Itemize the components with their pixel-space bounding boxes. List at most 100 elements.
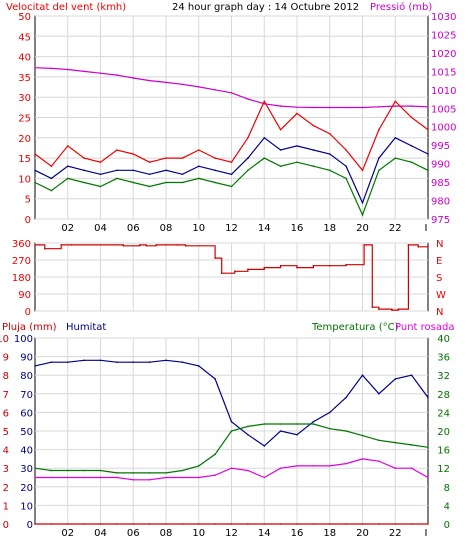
data-point [214, 157, 216, 159]
humidity-tick-label: 70 [20, 390, 33, 401]
data-point [345, 430, 347, 432]
data-point [181, 476, 184, 479]
data-point [279, 430, 282, 432]
data-point [198, 165, 200, 167]
temperature-tick-label: 36 [437, 353, 450, 364]
data-point [263, 523, 266, 525]
data-point [148, 185, 151, 188]
data-point [312, 423, 315, 425]
data-point [312, 264, 315, 267]
data-point [329, 523, 331, 525]
data-point [378, 393, 380, 395]
data-point [116, 149, 118, 151]
data-point [345, 396, 347, 399]
data-point [50, 476, 53, 479]
data-point [99, 161, 102, 163]
data-point [361, 374, 364, 377]
data-point [230, 92, 233, 94]
temperature-tick-label: 20 [437, 427, 450, 438]
data-point [122, 245, 125, 247]
x-tick-label: 16 [291, 528, 304, 539]
data-point [394, 523, 397, 525]
direction-tick-label: 360 [12, 239, 31, 250]
data-point [263, 445, 266, 447]
temperature-tick-label: 24 [437, 408, 450, 419]
data-point [67, 177, 69, 180]
humidity-tick-label: 20 [20, 483, 33, 494]
data-point [263, 476, 266, 479]
data-point [83, 181, 85, 184]
data-point [410, 523, 413, 525]
humidity-tick-label: 100 [14, 334, 33, 345]
data-point [176, 244, 179, 246]
data-point [34, 476, 36, 479]
x-tick-label: 14 [258, 223, 271, 234]
humidity-tick-label: 60 [20, 408, 33, 419]
x-tick-label: 20 [356, 528, 369, 539]
data-point [296, 465, 298, 467]
data-point [50, 177, 53, 180]
x-tick-end: I [425, 528, 428, 539]
data-point [165, 157, 167, 159]
wind-tick-label: 10 [18, 174, 31, 185]
direction-tick-label: 90 [18, 290, 31, 301]
data-point [378, 523, 380, 525]
data-point [230, 420, 233, 423]
data-point [230, 185, 233, 188]
data-point [198, 86, 200, 88]
x-tick-label: 08 [160, 528, 173, 539]
data-point [198, 177, 200, 180]
humidity-tick-label: 80 [20, 371, 33, 382]
data-point [247, 469, 249, 472]
temperature-tick-label: 32 [437, 371, 450, 382]
data-point [83, 359, 85, 362]
data-point [363, 244, 365, 246]
data-point [378, 157, 380, 159]
data-point [410, 374, 413, 377]
data-point [329, 264, 331, 267]
x-tick-end: I [425, 223, 428, 234]
data-point [116, 523, 118, 525]
wind-tick-label: 40 [18, 53, 31, 64]
data-point [99, 523, 102, 525]
data-point [427, 476, 429, 479]
rain-tick-label: 3 [3, 464, 9, 475]
data-point [296, 106, 298, 108]
data-point [34, 181, 36, 184]
data-point [198, 476, 200, 479]
pressure-tick-label: 990 [431, 160, 450, 171]
data-point [83, 469, 85, 472]
data-point [116, 361, 118, 364]
data-point [427, 446, 429, 449]
data-point [417, 246, 420, 248]
data-point [116, 169, 118, 172]
data-point [329, 411, 331, 414]
data-point [230, 161, 233, 163]
data-point [132, 169, 135, 172]
direction-tick-label: 0 [25, 307, 31, 318]
compass-tick-label: W [436, 290, 446, 301]
rain-tick-label: 1 [3, 501, 9, 512]
direction-tick-label: 270 [12, 256, 31, 267]
data-point [410, 116, 413, 119]
wind-axis-label: Velocitat del vent (kmh) [6, 2, 126, 13]
data-point [312, 420, 315, 423]
wind-tick-label: 35 [18, 73, 31, 84]
data-point [99, 185, 102, 188]
data-point [67, 469, 69, 472]
data-point [99, 359, 102, 362]
data-point [378, 106, 380, 108]
data-point [181, 361, 184, 364]
data-point [378, 128, 380, 131]
data-point [83, 523, 85, 525]
data-point [361, 458, 364, 460]
data-point [67, 68, 69, 71]
x-tick-label: 04 [94, 528, 107, 539]
pressure-tick-label: 995 [431, 141, 450, 152]
data-point [410, 145, 413, 147]
x-tick-label: 06 [127, 528, 140, 539]
data-point [247, 169, 249, 172]
data-point [139, 244, 141, 246]
rain-tick-label: 10 [0, 334, 9, 345]
data-point [279, 128, 282, 131]
